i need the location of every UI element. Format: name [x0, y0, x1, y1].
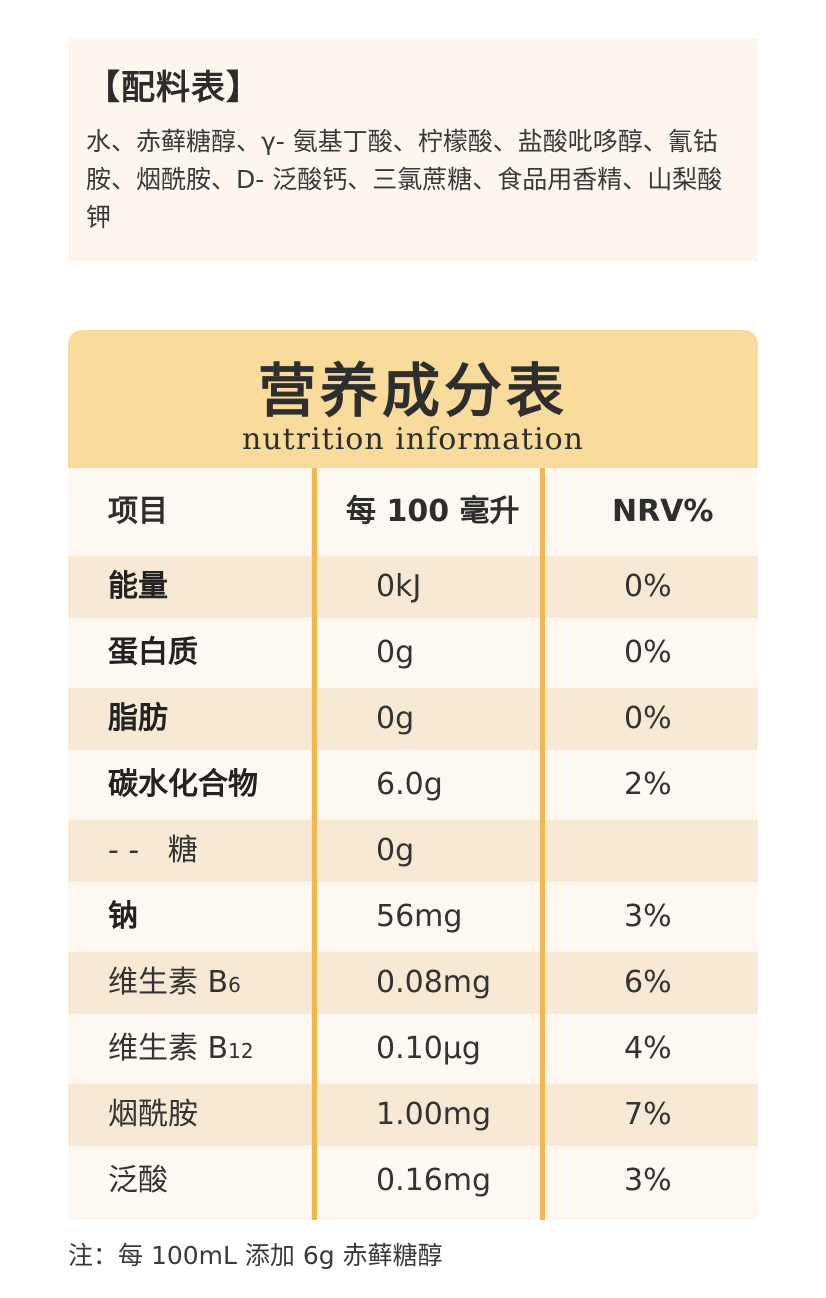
row-amount: 0.08mg [376, 965, 492, 1000]
row-name-subscript: 6 [228, 973, 241, 997]
table-row: 能量 0kJ 0% [68, 556, 758, 618]
ingredients-title: 【配料表】 [86, 68, 261, 108]
row-amount: 0g [376, 833, 415, 868]
row-name-subscript: 12 [228, 1039, 254, 1063]
ingredients-panel: 【配料表】 水、赤藓糖醇、γ- 氨基丁酸、柠檬酸、盐酸吡哆醇、氰钴胺、烟酰胺、D… [68, 38, 758, 262]
table-row: 钠 56mg 3% [68, 886, 758, 948]
table-row: 碳水化合物 6.0g 2% [68, 754, 758, 816]
row-nrv: 0% [624, 635, 672, 670]
ingredients-text: 水、赤藓糖醇、γ- 氨基丁酸、柠檬酸、盐酸吡哆醇、氰钴胺、烟酰胺、D- 泛酸钙、… [86, 127, 723, 232]
footnote: 注：每 100mL 添加 6g 赤藓糖醇 [68, 1241, 443, 1270]
row-nrv: 7% [624, 1097, 672, 1132]
row-amount: 1.00mg [376, 1097, 492, 1132]
row-name: 脂肪 [108, 701, 168, 736]
table-row: 维生素 B12 0.10μg 4% [68, 1018, 758, 1080]
row-amount: 0kJ [376, 569, 422, 604]
row-nrv: 3% [624, 899, 672, 934]
nutrition-header: 营养成分表 nutrition information [68, 330, 758, 468]
table-row: 脂肪 0g 0% [68, 688, 758, 750]
row-name: 烟酰胺 [108, 1097, 198, 1132]
table-row: - - 糖 0g [68, 820, 758, 882]
table-row: 烟酰胺 1.00mg 7% [68, 1084, 758, 1146]
row-amount: 0.10μg [376, 1031, 481, 1066]
row-amount: 0g [376, 635, 415, 670]
row-amount: 6.0g [376, 767, 443, 802]
column-divider [540, 468, 545, 1220]
nutrition-table: 营养成分表 nutrition information 项目 每 100 毫升 … [68, 330, 758, 1220]
row-name-main: 维生素 B [108, 1031, 229, 1066]
row-nrv: 4% [624, 1031, 672, 1066]
table-header-row: 项目 每 100 毫升 NRV% [68, 468, 758, 556]
row-amount: 0g [376, 701, 415, 736]
row-name: - - 糖 [108, 833, 198, 868]
row-name: 钠 [108, 899, 138, 934]
nutrition-subtitle: nutrition information [242, 422, 584, 457]
row-name: 蛋白质 [108, 635, 198, 670]
table-row: 维生素 B6 0.08mg 6% [68, 952, 758, 1014]
table-row: 泛酸 0.16mg 3% [68, 1150, 758, 1212]
nutrition-title: 营养成分表 [257, 357, 568, 425]
header-per-100ml: 每 100 毫升 [346, 494, 520, 529]
row-name-main: 维生素 B [108, 965, 229, 1000]
row-nrv: 0% [624, 701, 672, 736]
row-name: 泛酸 [108, 1163, 168, 1198]
header-item: 项目 [108, 494, 168, 529]
table-row: 蛋白质 0g 0% [68, 622, 758, 684]
column-divider [312, 468, 317, 1220]
row-nrv: 0% [624, 569, 672, 604]
row-nrv: 3% [624, 1163, 672, 1198]
row-name: 维生素 B6 [108, 952, 241, 1014]
row-nrv: 6% [624, 965, 672, 1000]
row-amount: 0.16mg [376, 1163, 492, 1198]
row-name: 维生素 B12 [108, 1018, 254, 1080]
row-amount: 56mg [376, 899, 463, 934]
row-nrv: 2% [624, 767, 672, 802]
row-name: 能量 [108, 569, 168, 604]
header-nrv: NRV% [612, 494, 714, 529]
row-name: 碳水化合物 [108, 767, 258, 802]
